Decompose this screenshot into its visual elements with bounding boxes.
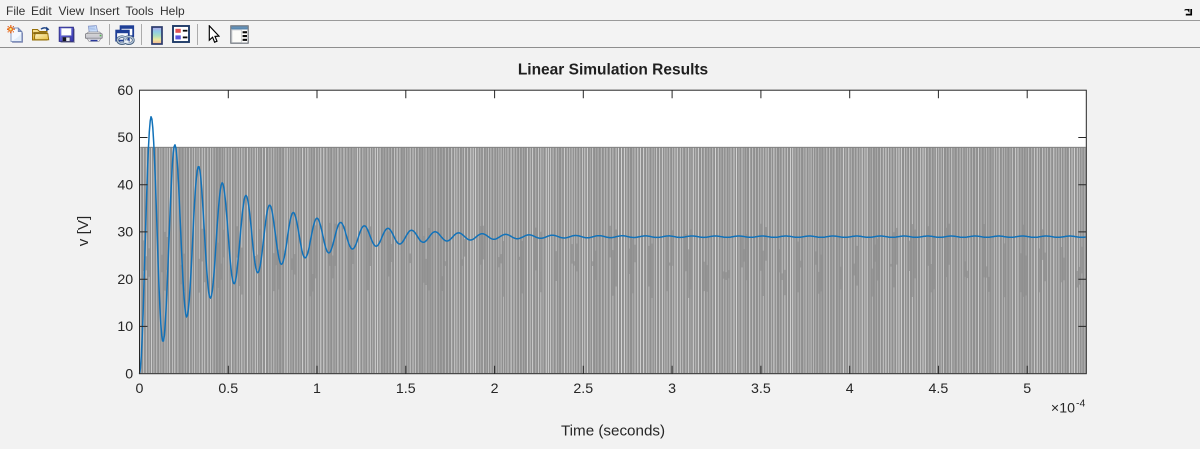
svg-text:Time (seconds): Time (seconds) (561, 423, 665, 440)
svg-text:-4: -4 (1076, 398, 1085, 410)
svg-text:1.5: 1.5 (396, 381, 416, 397)
svg-text:0: 0 (136, 381, 144, 397)
svg-text:2.5: 2.5 (573, 381, 593, 397)
svg-text:40: 40 (117, 177, 133, 193)
svg-text:×10: ×10 (1051, 401, 1075, 417)
svg-text:3: 3 (668, 381, 676, 397)
svg-text:4: 4 (846, 381, 854, 397)
svg-text:5: 5 (1023, 381, 1031, 397)
svg-text:50: 50 (117, 130, 133, 146)
svg-text:1: 1 (313, 381, 321, 397)
svg-text:2: 2 (491, 381, 499, 397)
svg-text:0: 0 (125, 366, 133, 382)
svg-text:10: 10 (117, 319, 133, 335)
svg-text:4.5: 4.5 (929, 381, 949, 397)
svg-text:Linear Simulation Results: Linear Simulation Results (518, 61, 708, 78)
svg-text:60: 60 (117, 83, 133, 99)
svg-text:20: 20 (117, 272, 133, 288)
svg-text:v [V]: v [V] (75, 216, 92, 246)
svg-text:30: 30 (117, 225, 133, 241)
svg-text:0.5: 0.5 (218, 381, 238, 397)
svg-text:3.5: 3.5 (751, 381, 771, 397)
